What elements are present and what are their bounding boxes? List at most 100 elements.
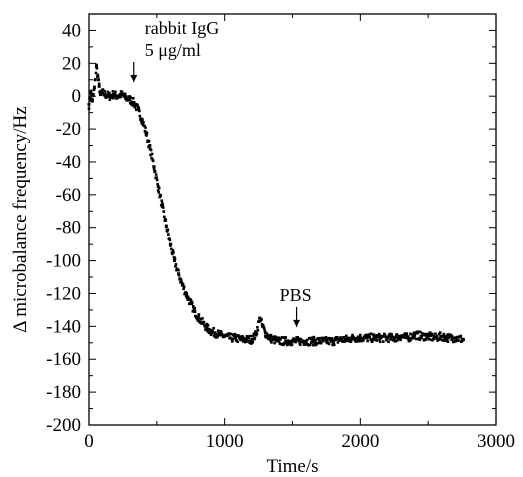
data-point xyxy=(168,242,172,246)
data-point xyxy=(437,338,440,341)
data-point xyxy=(416,330,420,334)
data-point xyxy=(461,338,465,342)
data-point xyxy=(190,301,194,304)
data-point xyxy=(321,339,325,343)
data-point xyxy=(215,332,218,336)
y-tick-label: -160 xyxy=(46,349,81,370)
data-point xyxy=(365,333,368,337)
data-point xyxy=(164,219,168,222)
data-point xyxy=(94,78,97,81)
data-point xyxy=(444,334,448,338)
data-point xyxy=(312,335,316,339)
data-point xyxy=(359,333,362,337)
data-point xyxy=(97,78,101,81)
data-point xyxy=(123,94,126,97)
y-tick-label: -200 xyxy=(46,415,81,436)
data-point xyxy=(331,339,335,343)
data-point xyxy=(210,332,213,335)
data-point xyxy=(253,336,257,340)
x-tick-label: 0 xyxy=(84,431,94,452)
data-point xyxy=(167,233,170,236)
annotation-label: PBS xyxy=(280,285,312,305)
y-tick-label: 40 xyxy=(62,20,81,41)
data-point xyxy=(128,97,132,101)
data-point xyxy=(140,120,143,123)
data-point xyxy=(182,285,186,289)
data-point xyxy=(164,224,168,228)
data-point xyxy=(241,335,244,338)
data-point xyxy=(249,334,253,338)
data-point xyxy=(402,334,406,338)
data-point xyxy=(408,337,411,341)
data-point xyxy=(133,106,137,109)
data-point xyxy=(233,332,237,336)
data-point xyxy=(161,203,165,207)
data-point xyxy=(158,195,162,199)
data-point xyxy=(426,334,430,338)
data-point xyxy=(156,189,160,192)
data-point xyxy=(155,178,159,182)
data-point xyxy=(185,293,189,297)
data-point xyxy=(377,335,380,339)
data-point xyxy=(362,339,365,342)
data-point xyxy=(132,101,136,105)
data-point xyxy=(197,316,201,320)
data-point xyxy=(284,336,288,339)
data-point xyxy=(189,299,193,303)
data-point xyxy=(334,338,338,341)
data-point xyxy=(299,343,302,347)
data-point xyxy=(273,341,276,345)
data-point xyxy=(420,336,423,340)
data-point xyxy=(97,82,101,86)
data-point xyxy=(114,90,117,94)
data-point xyxy=(396,339,399,342)
data-point xyxy=(171,252,174,256)
data-point xyxy=(173,257,177,261)
data-point xyxy=(424,332,427,336)
data-point xyxy=(111,90,115,93)
data-point xyxy=(206,329,209,333)
data-point xyxy=(356,339,360,343)
data-point xyxy=(355,337,359,341)
data-point xyxy=(294,340,297,344)
data-point xyxy=(358,339,362,343)
data-point xyxy=(413,334,416,338)
data-point xyxy=(422,332,425,336)
data-point xyxy=(124,96,128,100)
data-point xyxy=(256,326,259,329)
data-point xyxy=(197,313,201,316)
data-point xyxy=(405,332,409,335)
data-point xyxy=(351,333,354,337)
data-point xyxy=(285,343,289,347)
data-point xyxy=(107,94,111,98)
data-point xyxy=(266,333,269,337)
data-point xyxy=(450,335,454,338)
data-point xyxy=(99,93,103,97)
data-point xyxy=(117,95,121,99)
data-point xyxy=(221,333,224,337)
data-point xyxy=(185,291,188,295)
data-point xyxy=(156,182,159,186)
data-point xyxy=(110,94,114,98)
data-point xyxy=(105,94,109,98)
data-point xyxy=(103,93,107,97)
data-point xyxy=(172,259,176,263)
data-point xyxy=(87,107,91,110)
data-point xyxy=(437,332,441,336)
data-point xyxy=(155,176,158,179)
data-point xyxy=(148,147,152,151)
data-point xyxy=(372,333,376,336)
data-point xyxy=(303,343,307,346)
data-point xyxy=(406,336,410,340)
data-point xyxy=(314,340,317,344)
data-point xyxy=(399,338,402,342)
data-point xyxy=(108,91,111,95)
data-point xyxy=(447,336,451,340)
data-point xyxy=(308,343,312,347)
data-point xyxy=(174,263,178,266)
data-point xyxy=(378,338,381,341)
y-tick-label: 0 xyxy=(72,86,82,107)
data-point xyxy=(439,338,443,341)
data-point xyxy=(174,265,177,268)
data-point xyxy=(365,336,369,340)
